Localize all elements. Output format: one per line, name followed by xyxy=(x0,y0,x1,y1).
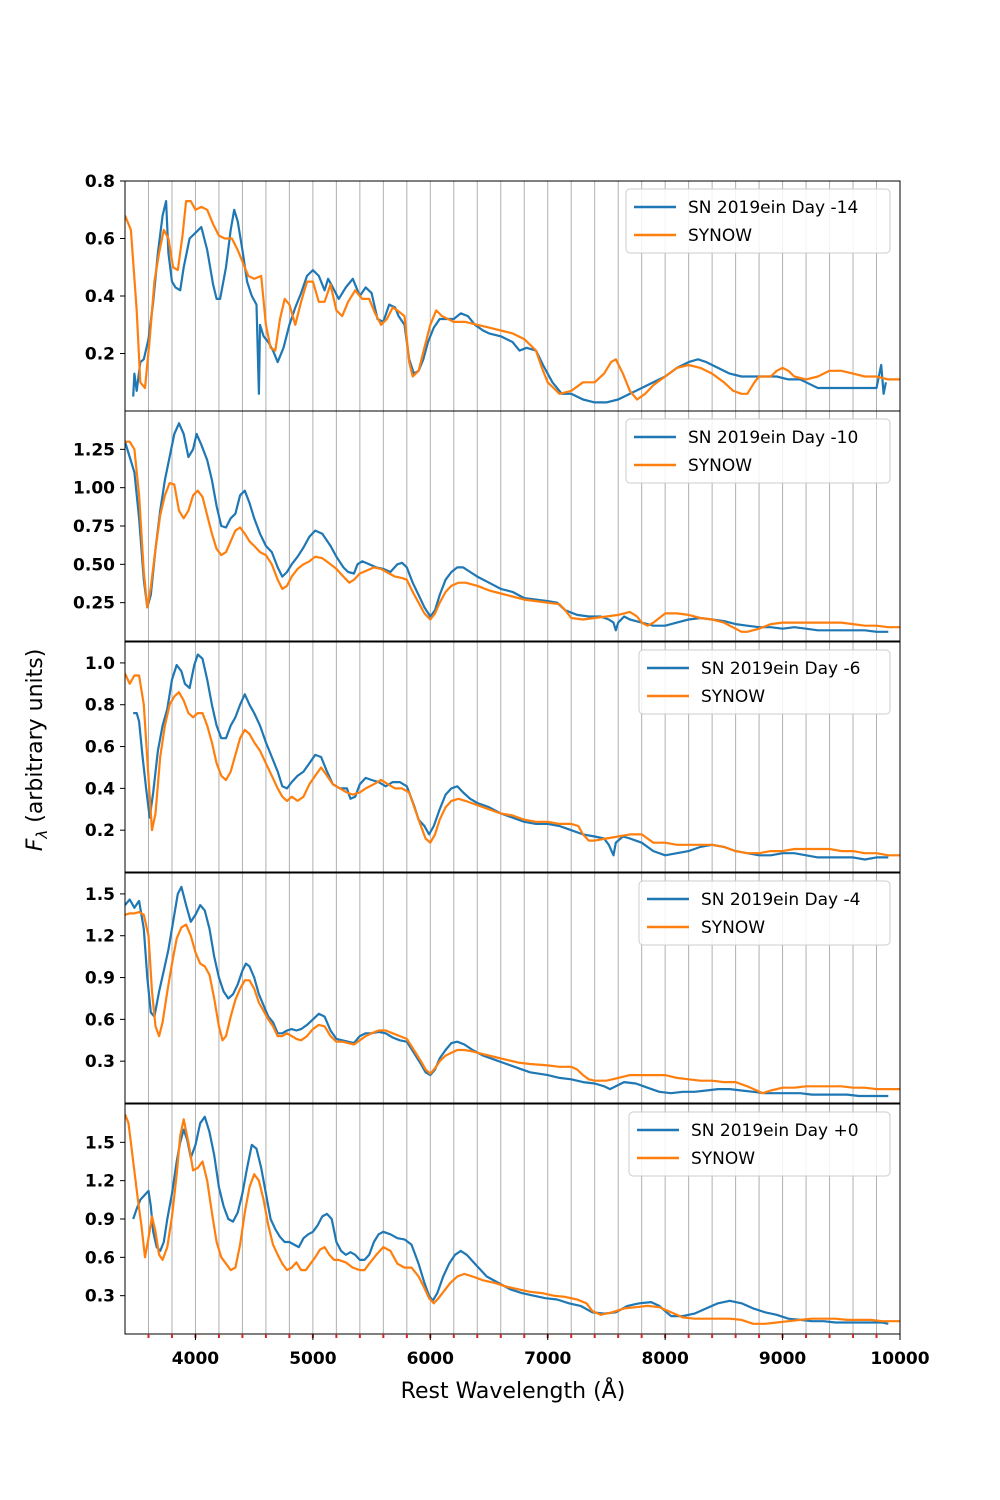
legend-label-model: SYNOW xyxy=(688,226,752,246)
observed-spectrum-line xyxy=(132,200,887,404)
y-tick-label: 0.9 xyxy=(85,969,115,989)
legend-label-model: SYNOW xyxy=(701,687,765,707)
x-axis: 4000 5000 6000 7000 8000 9000 10000 xyxy=(147,1334,930,1369)
legend-label-model: SYNOW xyxy=(701,918,765,938)
legend-box xyxy=(638,880,891,946)
y-axis-label: Fλ (arbitrary units) xyxy=(23,649,51,852)
x-tick-label: 4000 xyxy=(172,1349,219,1369)
y-tick-label: 0.2 xyxy=(85,821,115,841)
y-tick-label: 0.6 xyxy=(85,230,115,250)
legend-label-model: SYNOW xyxy=(691,1149,755,1169)
x-tick-label: 6000 xyxy=(407,1349,454,1369)
y-tick-label: 0.8 xyxy=(85,172,115,192)
synow-model-line xyxy=(125,440,900,633)
legend-label-observed: SN 2019ein Day -14 xyxy=(688,198,858,218)
y-tick-label: 1.2 xyxy=(85,1172,115,1192)
legend-box xyxy=(628,1111,891,1177)
y-tick-label: 1.25 xyxy=(73,440,115,460)
legend-label-model: SYNOW xyxy=(688,456,752,476)
y-axis-label-symbol: F xyxy=(23,838,48,851)
y-tick-label: 1.0 xyxy=(85,654,115,674)
x-tick-label: 5000 xyxy=(289,1349,336,1369)
observed-spectrum-line xyxy=(132,1115,889,1325)
y-tick-label: 0.9 xyxy=(85,1210,115,1230)
legend-label-observed: SN 2019ein Day -10 xyxy=(688,428,858,448)
observed-spectrum-line xyxy=(125,885,889,1098)
panel-frame xyxy=(124,872,901,1104)
y-tick-label: 0.2 xyxy=(85,345,115,365)
synow-model-line xyxy=(125,200,900,401)
panel-3: 0.2 0.4 0.6 0.8 1.0 SN 2019ein Day -6 SYNOW xyxy=(85,641,901,873)
y-tick-label: 0.6 xyxy=(85,1010,115,1030)
spectra-panels: 0.20.40.60.8SN 2019ein Day -14SYNOW0.250… xyxy=(73,172,901,1335)
x-tick-label: 7000 xyxy=(524,1349,571,1369)
y-tick-label: 0.6 xyxy=(85,1248,115,1268)
panel-1: 0.2 0.4 0.6 0.8 SN 2019ein Day -14 SYNOW xyxy=(85,172,901,412)
panel-frame xyxy=(124,641,901,873)
y-tick-label: 1.2 xyxy=(85,927,115,947)
x-tick-label: 8000 xyxy=(641,1349,688,1369)
x-axis-label: Rest Wavelength (Å) xyxy=(401,1377,626,1404)
legend-label-observed: SN 2019ein Day -4 xyxy=(701,890,860,910)
synow-model-line xyxy=(125,1113,900,1325)
y-tick-label: 0.4 xyxy=(85,779,115,799)
y-tick-label: 0.6 xyxy=(85,738,115,758)
y-axis-label-subscript: λ xyxy=(33,830,51,840)
legend-box xyxy=(625,188,891,254)
y-axis-label-units: (arbitrary units) xyxy=(23,649,48,830)
y-tick-label: 0.50 xyxy=(73,555,115,575)
observed-spectrum-line xyxy=(133,653,889,861)
synow-model-line xyxy=(125,672,900,857)
observed-spectrum-line xyxy=(125,422,889,633)
panel-4: 0.3 0.6 0.9 1.2 1.5 SN 2019ein Day -4 SYNOW xyxy=(85,872,901,1104)
y-tick-label: 0.75 xyxy=(73,517,115,537)
y-tick-label: 0.3 xyxy=(85,1052,115,1072)
panel-2: 0.25 0.50 0.75 1.00 1.25 SN 2019ein Day -10 SY… xyxy=(73,410,901,642)
legend-box xyxy=(625,418,891,484)
y-tick-label: 1.5 xyxy=(85,1133,115,1153)
x-tick-label: 9000 xyxy=(759,1349,806,1369)
y-tick-label: 1.5 xyxy=(85,885,115,905)
synow-model-line xyxy=(125,910,900,1095)
y-tick-label: 0.25 xyxy=(73,594,115,614)
y-tick-label: 1.00 xyxy=(73,479,115,499)
x-tick-label: 10000 xyxy=(870,1349,929,1369)
legend-box xyxy=(638,649,891,715)
panel-5: 0.3 0.6 0.9 1.2 1.5 SN 2019ein Day +0 SYNOW xyxy=(85,1103,901,1335)
legend-label-observed: SN 2019ein Day -6 xyxy=(701,659,860,679)
y-tick-label: 0.3 xyxy=(85,1287,115,1307)
legend-label-observed: SN 2019ein Day +0 xyxy=(691,1121,859,1141)
y-tick-label: 0.8 xyxy=(85,696,115,716)
y-tick-label: 0.4 xyxy=(85,287,115,307)
